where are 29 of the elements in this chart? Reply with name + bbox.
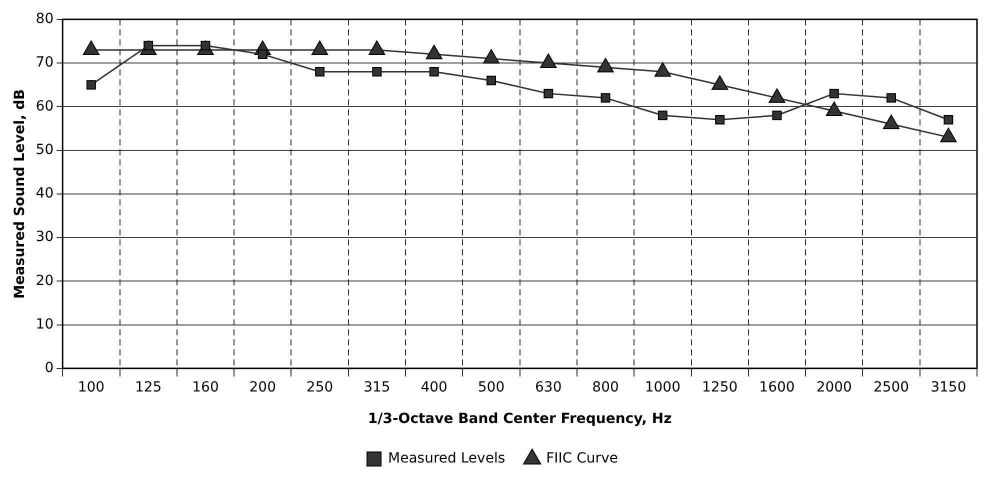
x-axis-title: 1/3-Octave Band Center Frequency, Hz [368,411,672,428]
legend-label: Measured Levels [388,450,506,467]
x-tick-label: 160 [192,379,219,396]
x-tick-label: 500 [478,379,505,396]
y-tick-label: 70 [36,54,54,71]
y-tick-label: 60 [36,98,54,114]
x-tick-label: 400 [420,379,448,396]
y-tick-label: 0 [44,360,54,376]
x-tick-label: 125 [134,379,162,396]
x-tick-label: 1250 [702,379,738,396]
y-axis-title: Measured Sound Level, dB [12,89,28,299]
x-tick-label: 250 [306,379,334,396]
x-tick-label: 200 [249,379,276,396]
y-tick-label: 80 [36,11,54,28]
x-tick-label: 2500 [873,379,910,396]
x-tick-label: 800 [592,379,619,396]
x-tick-label: 1600 [759,379,795,396]
x-tick-label: 1000 [644,379,680,396]
y-tick-label: 30 [36,229,54,246]
x-tick-label: 315 [364,379,390,396]
y-tick-label: 50 [36,142,54,158]
x-tick-label: 630 [535,379,562,396]
legend-label: FIIC Curve [546,450,618,467]
x-tick-label: 2000 [816,379,852,396]
x-tick-label: 100 [78,379,105,396]
x-tick-label: 3150 [930,379,966,396]
y-tick-label: 10 [36,316,54,332]
y-tick-label: 40 [36,186,54,202]
y-tick-label: 20 [36,272,54,289]
